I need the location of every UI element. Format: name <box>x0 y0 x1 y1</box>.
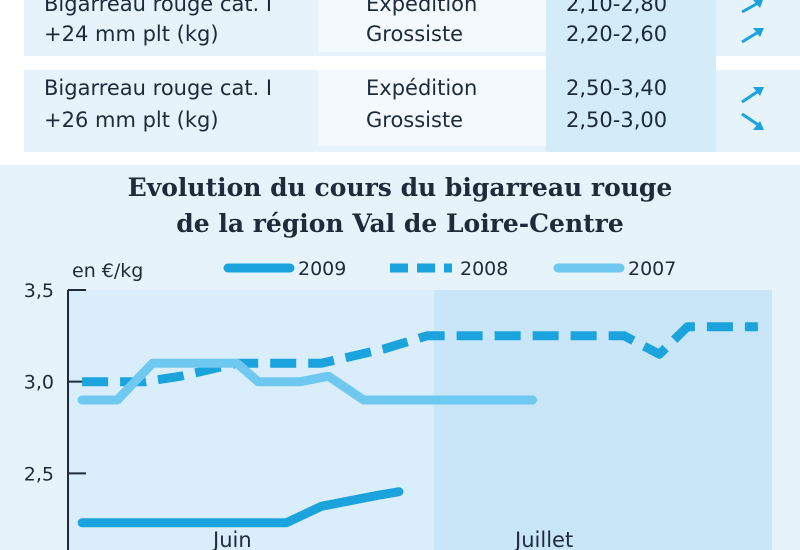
series-line-2007 <box>77 358 538 405</box>
market-label: Expédition <box>366 0 478 16</box>
y-tick-label: 2,5 <box>24 463 54 485</box>
price-range: 2,20-2,60 <box>566 22 668 46</box>
price-range: 2,10-2,80 <box>566 0 668 16</box>
legend-label: 2009 <box>298 258 346 280</box>
legend-label: 2008 <box>460 258 508 280</box>
y-tick-label: 3,5 <box>24 280 54 302</box>
market-cell-background <box>318 70 546 146</box>
chart-title-line1: Evolution du cours du bigarreau rouge <box>127 173 673 202</box>
arrow-up-right-icon <box>741 0 763 14</box>
product-name-line1: Bigarreau rouge cat. I <box>44 0 273 16</box>
market-label: Grossiste <box>366 22 464 46</box>
y-axis-label: en €/kg <box>72 260 143 282</box>
x-period-label: Juin <box>211 528 252 550</box>
market-cell-background <box>318 0 546 52</box>
market-label: Grossiste <box>366 108 464 132</box>
price-range: 2,50-3,40 <box>566 76 668 100</box>
series-line-2009 <box>77 487 404 528</box>
price-column-background <box>546 0 716 152</box>
product-name-line2: +24 mm plt (kg) <box>44 22 219 46</box>
plot-area-july <box>434 290 772 550</box>
market-label: Expédition <box>366 76 478 100</box>
product-name-line1: Bigarreau rouge cat. I <box>44 76 273 100</box>
x-period-label: Juillet <box>513 528 573 550</box>
plot-area-june <box>68 290 435 550</box>
price-evolution-chart: Evolution du cours du bigarreau rouge de… <box>0 165 800 550</box>
arrow-up-right-icon <box>741 28 764 44</box>
price-range: 2,50-3,00 <box>566 108 668 132</box>
price-table: Bigarreau rouge cat. I +24 mm plt (kg) E… <box>0 0 800 158</box>
legend-label: 2007 <box>628 258 676 280</box>
series-line-2008 <box>82 322 758 387</box>
arrow-down-right-icon <box>741 112 764 130</box>
row-separator-price <box>546 56 716 70</box>
product-name-line2: +26 mm plt (kg) <box>44 108 219 132</box>
chart-title-line2: de la région Val de Loire-Centre <box>176 209 624 238</box>
y-tick-label: 3,0 <box>24 372 54 394</box>
arrow-up-right-icon <box>741 87 764 104</box>
